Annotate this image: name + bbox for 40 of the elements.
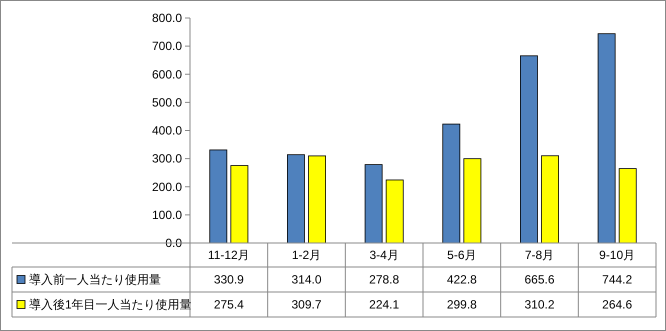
data-label: 422.8 (446, 272, 478, 286)
data-label: 330.9 (214, 272, 244, 286)
y-tick-label: 700.0 (152, 39, 182, 54)
bar (442, 124, 460, 244)
data-label: 665.6 (524, 272, 555, 286)
data-label: 264.6 (602, 298, 633, 312)
x-tick-label: 7-8月 (524, 248, 554, 262)
bar (308, 155, 326, 244)
bar (364, 164, 383, 244)
x-tick-label: 3-4月 (369, 248, 399, 262)
bar (386, 180, 404, 244)
x-tick-label: 9-10月 (599, 248, 636, 262)
x-tick-label: 11-12月 (208, 248, 250, 262)
bar (520, 55, 538, 244)
x-tick-label: 1-2月 (292, 248, 322, 262)
data-label: 744.2 (602, 272, 633, 286)
y-tick-label: 400.0 (152, 124, 182, 138)
data-label: 314.0 (291, 272, 322, 286)
bar (598, 33, 616, 244)
y-tick-label: 200.0 (152, 180, 182, 194)
data-label: 224.1 (369, 298, 400, 312)
y-tick-label: 300.0 (152, 152, 182, 166)
legend-label: 導入前一人当たり使用量 (29, 272, 161, 286)
y-tick-label: 600.0 (152, 67, 182, 82)
bar (230, 165, 248, 244)
bar (618, 168, 637, 244)
x-tick-label: 5-6月 (447, 248, 477, 262)
data-label: 310.2 (524, 298, 555, 312)
bar (463, 158, 482, 244)
y-tick-label: 800.0 (152, 11, 182, 25)
bar (541, 155, 559, 244)
legend-label: 導入後1年目一人当たり使用量 (29, 298, 192, 312)
y-tick-label: 500.0 (152, 95, 182, 110)
data-label: 299.8 (446, 298, 478, 312)
bar (209, 150, 228, 244)
bar (287, 154, 305, 244)
data-label: 309.7 (291, 298, 322, 312)
data-label: 278.8 (369, 272, 400, 286)
y-tick-label: 100.0 (152, 208, 182, 222)
data-label: 275.4 (214, 298, 244, 312)
